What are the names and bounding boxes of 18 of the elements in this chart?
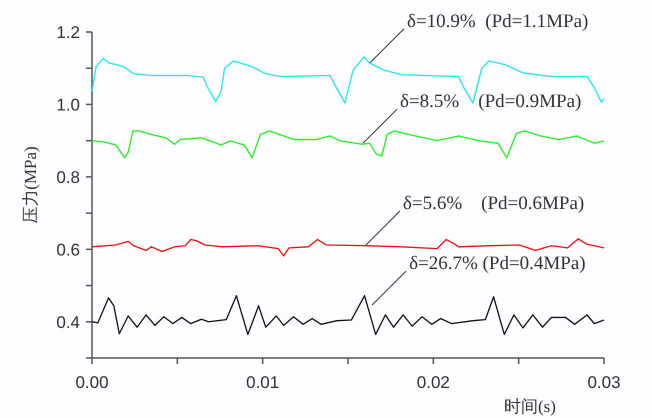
x-tick-label: 0.02: [416, 373, 450, 392]
line-series: [91, 295, 605, 336]
annotation: δ=5.6% (Pd=0.6MPa): [402, 192, 584, 214]
x-tick-label: 0.01: [246, 373, 280, 392]
x-axis-title: 时间(s): [504, 397, 556, 416]
annotation: δ=8.5% (Pd=0.9MPa): [400, 91, 582, 112]
annotation: δ=26.7% (Pd=0.4MPa): [409, 253, 586, 274]
y-tick-label: 0.8: [56, 168, 80, 187]
line-series: [91, 238, 605, 256]
y-axis-title: 压力(MPa): [21, 146, 40, 224]
x-tick-label: 0.00: [75, 373, 109, 392]
y-tick-label: 0.4: [56, 312, 80, 332]
annotation: δ=10.9% (Pd=1.1MPa): [407, 10, 588, 32]
x-tick-label: 0.03: [587, 373, 621, 392]
y-tick-label: 0.6: [56, 240, 80, 260]
y-tick-label: 1.0: [56, 95, 80, 114]
line-series: [91, 130, 605, 158]
y-tick-label: 1.2: [56, 23, 80, 42]
